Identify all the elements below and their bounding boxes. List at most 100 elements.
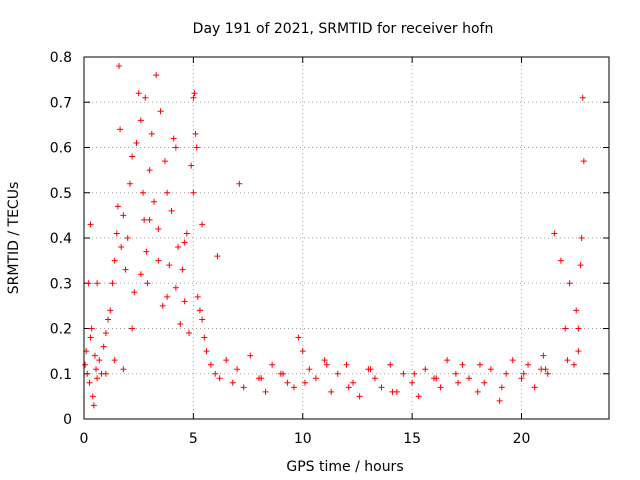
data-point	[186, 330, 192, 337]
data-point	[557, 257, 564, 264]
data-point	[229, 379, 236, 386]
data-point	[89, 393, 96, 400]
y-tick-label: 0.1	[50, 367, 72, 383]
data-point	[93, 366, 100, 373]
data-point	[120, 212, 127, 219]
data-point	[199, 316, 206, 323]
data-points	[82, 63, 587, 409]
data-point	[168, 207, 175, 214]
y-tick-label: 0	[63, 412, 72, 428]
y-tick-label: 0.6	[50, 141, 72, 157]
data-point	[172, 284, 179, 291]
data-point	[91, 352, 98, 359]
data-point	[82, 361, 89, 368]
data-point	[153, 72, 160, 79]
data-point	[262, 388, 269, 395]
data-point	[234, 366, 241, 373]
data-point	[496, 397, 503, 404]
data-point	[120, 366, 127, 373]
data-point	[86, 379, 93, 386]
data-point	[143, 248, 150, 255]
y-tick-label: 0.3	[50, 276, 72, 292]
data-point	[212, 370, 219, 377]
y-axis-title: SRMTID / TECUs	[6, 182, 22, 295]
data-point	[367, 366, 374, 373]
data-point	[131, 289, 138, 296]
data-point	[214, 253, 221, 260]
data-point	[96, 357, 103, 364]
data-point	[328, 388, 335, 395]
data-point	[137, 271, 144, 278]
data-point	[94, 375, 101, 382]
data-point	[137, 117, 144, 124]
data-point	[146, 167, 153, 174]
data-point	[87, 221, 94, 228]
x-tick-label: 0	[80, 431, 89, 447]
data-point	[105, 316, 112, 323]
data-point	[216, 375, 223, 382]
data-point	[356, 393, 363, 400]
data-point	[118, 244, 125, 251]
data-point	[141, 216, 148, 223]
data-point	[140, 189, 147, 196]
data-point	[159, 302, 166, 309]
data-point	[111, 257, 118, 264]
data-point	[87, 334, 94, 341]
x-tick-labels: 0 5 10 15 20	[80, 431, 531, 447]
data-point	[179, 266, 186, 273]
data-point	[422, 366, 429, 373]
data-point	[155, 225, 162, 232]
data-point	[191, 90, 198, 97]
data-point	[323, 361, 330, 368]
data-point	[295, 334, 302, 341]
data-point	[312, 375, 319, 382]
data-point	[291, 384, 297, 391]
data-point	[269, 361, 276, 368]
y-tick-labels: 0 0.1 0.2 0.3 0.4 0.5 0.6 0.7 0.8	[50, 50, 72, 428]
data-point	[498, 384, 505, 391]
data-point	[571, 361, 577, 368]
data-point	[542, 366, 549, 373]
data-point	[562, 325, 569, 332]
data-point	[164, 189, 171, 196]
data-point	[531, 384, 538, 391]
data-point	[116, 63, 122, 70]
data-point	[400, 370, 407, 377]
data-point	[240, 384, 247, 391]
data-point	[387, 361, 394, 368]
data-point	[566, 280, 573, 287]
data-point	[509, 357, 516, 364]
data-point	[389, 388, 396, 395]
data-point	[371, 375, 378, 382]
data-point	[122, 266, 129, 273]
data-point	[415, 393, 422, 400]
data-point	[299, 348, 306, 355]
data-point	[102, 370, 109, 377]
data-point	[164, 293, 171, 300]
data-point	[146, 216, 153, 223]
data-point	[247, 352, 254, 359]
data-point	[181, 298, 188, 305]
data-point	[192, 130, 199, 137]
x-tick-label: 5	[189, 431, 198, 447]
data-point	[135, 90, 142, 97]
data-point	[88, 325, 95, 332]
data-point	[476, 361, 483, 368]
data-point	[573, 307, 580, 314]
data-point	[223, 357, 230, 364]
data-point	[540, 352, 547, 359]
data-point	[133, 139, 140, 146]
data-point	[107, 307, 114, 314]
data-point	[350, 379, 357, 386]
y-tick-label: 0.4	[50, 231, 72, 247]
data-point	[166, 262, 173, 269]
data-point	[437, 384, 444, 391]
data-point	[114, 203, 121, 210]
data-point	[578, 235, 585, 241]
data-point	[306, 366, 313, 373]
data-point	[520, 370, 527, 377]
data-point	[196, 307, 203, 314]
data-point	[190, 189, 197, 196]
data-point	[579, 94, 586, 101]
